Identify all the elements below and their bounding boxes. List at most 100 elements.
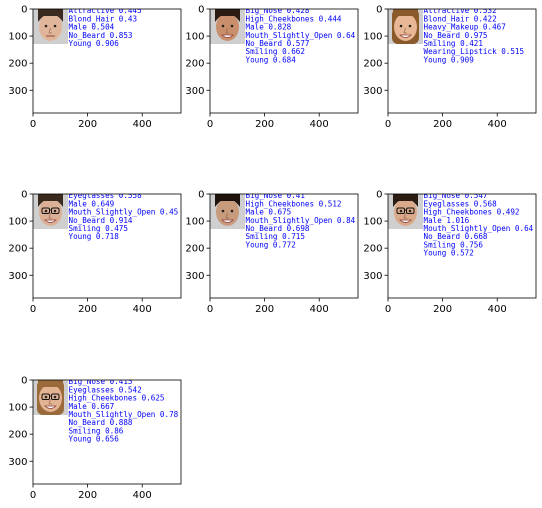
attribute-label: Young 0.572 bbox=[424, 249, 474, 258]
x-tick-label: 200 bbox=[78, 490, 97, 501]
y-tick-label: 200 bbox=[185, 59, 204, 70]
y-tick-label: 0 bbox=[21, 190, 27, 201]
x-tick-label: 400 bbox=[133, 304, 152, 315]
attribute-label: Big_Nose 0.428 bbox=[246, 6, 310, 15]
x-tick-label: 0 bbox=[385, 119, 391, 130]
x-tick-label: 400 bbox=[488, 304, 507, 315]
x-tick-label: 400 bbox=[133, 119, 152, 130]
attribute-label: Smiling 0.756 bbox=[424, 240, 484, 249]
y-tick-label: 0 bbox=[21, 5, 27, 16]
y-tick-label: 0 bbox=[376, 5, 382, 16]
axes-frame bbox=[32, 193, 182, 299]
y-tick-label: 200 bbox=[8, 244, 27, 255]
y-tick-label: 0 bbox=[376, 190, 382, 201]
y-tick-label: 300 bbox=[363, 271, 382, 282]
axes-frame bbox=[387, 193, 537, 299]
x-tick-label: 400 bbox=[310, 304, 329, 315]
y-tick-label: 100 bbox=[363, 217, 382, 228]
attribute-label: Male 0.667 bbox=[69, 402, 115, 411]
y-tick-label: 300 bbox=[363, 86, 382, 97]
y-tick-label: 200 bbox=[8, 430, 27, 441]
x-tick-label: 200 bbox=[433, 304, 452, 315]
attribute-label: Male 0.828 bbox=[246, 23, 292, 32]
x-tick-label: 0 bbox=[385, 304, 391, 315]
axes-frame bbox=[387, 8, 537, 114]
axes-frame bbox=[209, 8, 359, 114]
x-tick-label: 400 bbox=[133, 490, 152, 501]
x-tick-label: 0 bbox=[207, 304, 213, 315]
attribute-label: No_Beard 0.975 bbox=[424, 31, 488, 40]
attribute-label: Mouth_Slightly_Open 0.64 bbox=[424, 224, 534, 233]
x-tick-label: 0 bbox=[207, 119, 213, 130]
x-tick-label: 400 bbox=[488, 119, 507, 130]
x-tick-label: 200 bbox=[78, 304, 97, 315]
attribute-label: Smiling 0.715 bbox=[246, 232, 305, 241]
attribute-label: Big_Nose 0.415 bbox=[69, 377, 133, 386]
y-tick-label: 0 bbox=[198, 5, 204, 16]
y-tick-label: 0 bbox=[198, 190, 204, 201]
attribute-label: Mouth_Slightly_Open 0.64 bbox=[246, 31, 356, 40]
face-thumbnail bbox=[210, 194, 245, 229]
x-tick-label: 0 bbox=[30, 490, 36, 501]
attribute-label: Young 0.684 bbox=[246, 55, 297, 64]
x-tick-label: 200 bbox=[78, 119, 97, 130]
y-tick-label: 200 bbox=[8, 59, 27, 70]
attribute-label: High_Cheekbones 0.512 bbox=[246, 199, 342, 208]
attribute-label: Big_Nose 0.547 bbox=[424, 191, 488, 200]
face-thumbnail bbox=[388, 194, 423, 229]
attribute-label: Smiling 0.475 bbox=[69, 224, 128, 233]
attribute-label: Blond_Hair 0.422 bbox=[424, 14, 497, 23]
attribute-label: High_Cheekbones 0.625 bbox=[69, 394, 165, 403]
x-tick-label: 200 bbox=[255, 119, 274, 130]
face-thumbnail bbox=[33, 194, 68, 229]
attribute-label: High_Cheekbones 0.492 bbox=[424, 208, 520, 217]
attribute-label: Big_Nose 0.41 bbox=[246, 191, 306, 200]
face-thumbnail bbox=[33, 380, 68, 415]
attribute-label: Young 0.772 bbox=[246, 240, 296, 249]
x-tick-label: 0 bbox=[30, 119, 36, 130]
y-tick-label: 300 bbox=[8, 457, 27, 468]
y-tick-label: 100 bbox=[8, 403, 27, 414]
x-tick-label: 400 bbox=[310, 119, 329, 130]
attribute-label: Mouth_Slightly_Open 0.45 bbox=[69, 208, 179, 217]
attribute-label: Smiling 0.662 bbox=[246, 47, 305, 56]
y-tick-label: 100 bbox=[185, 32, 204, 43]
y-tick-label: 200 bbox=[363, 244, 382, 255]
attribute-label: Young 0.909 bbox=[424, 55, 475, 64]
y-tick-label: 0 bbox=[21, 376, 27, 387]
x-tick-label: 200 bbox=[255, 304, 274, 315]
y-tick-label: 300 bbox=[185, 271, 204, 282]
attribute-label: Male 1.016 bbox=[424, 216, 470, 225]
attribute-label: No_Beard 0.577 bbox=[246, 39, 310, 48]
y-tick-label: 100 bbox=[185, 217, 204, 228]
y-tick-label: 300 bbox=[8, 271, 27, 282]
attribute-label: Eyeglasses 0.568 bbox=[424, 199, 498, 208]
attribute-label: No_Beard 0.914 bbox=[69, 216, 133, 225]
face-thumbnail bbox=[388, 9, 423, 44]
attribute-label: Mouth_Slightly_Open 0.84 bbox=[246, 216, 356, 225]
axes-frame bbox=[209, 193, 359, 299]
attribute-label: No_Beard 0.668 bbox=[424, 232, 488, 241]
x-tick-label: 0 bbox=[30, 304, 36, 315]
attribute-label: Male 0.649 bbox=[69, 199, 115, 208]
attribute-label: Mouth_Slightly_Open 0.78 bbox=[69, 410, 179, 419]
attribute-label: Young 0.656 bbox=[69, 435, 120, 444]
y-tick-label: 300 bbox=[185, 86, 204, 97]
attribute-label: Young 0.906 bbox=[69, 39, 120, 48]
attribute-label: Smiling 0.421 bbox=[424, 39, 484, 48]
axes-frame bbox=[32, 8, 182, 114]
attribute-label: Attractive 0.532 bbox=[424, 6, 497, 15]
y-tick-label: 300 bbox=[8, 86, 27, 97]
attribute-label: Heavy_Makeup 0.467 bbox=[424, 23, 506, 32]
